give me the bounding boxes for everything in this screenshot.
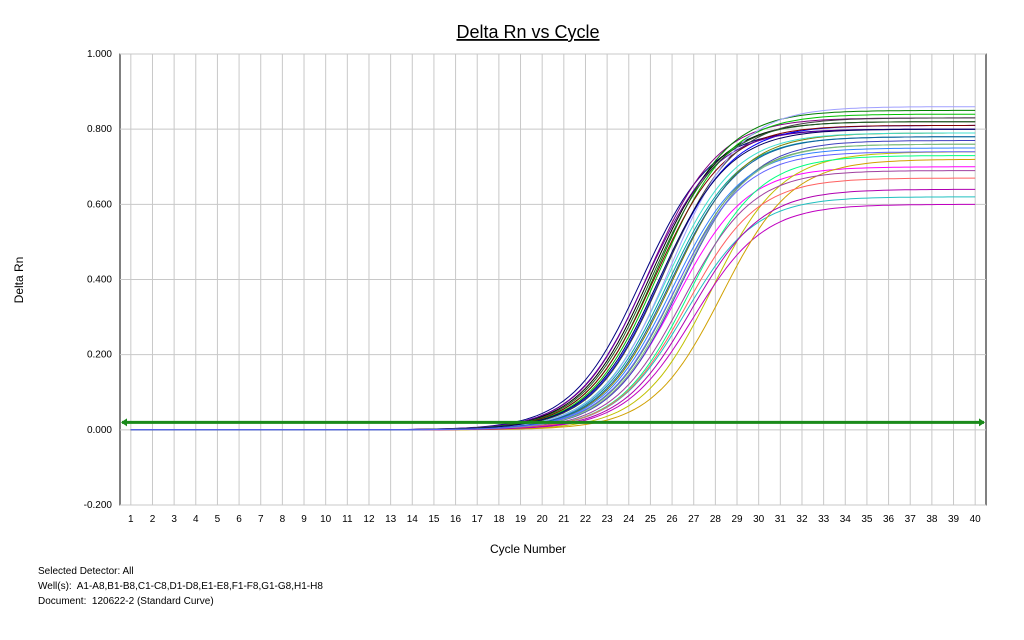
x-tick-label: 4: [193, 514, 199, 525]
x-tick-label: 27: [688, 514, 700, 525]
x-tick-label: 25: [645, 514, 657, 525]
threshold-line[interactable]: [121, 418, 985, 427]
x-tick-label: 29: [731, 514, 743, 525]
x-tick-label: 21: [558, 514, 570, 525]
x-tick-label: 24: [623, 514, 635, 525]
x-axis-label: Cycle Number: [490, 542, 566, 556]
x-tick-label: 34: [840, 514, 852, 525]
x-tick-label: 30: [753, 514, 765, 525]
x-tick-label: 3: [171, 514, 177, 525]
x-tick-label: 39: [948, 514, 960, 525]
x-tick-label: 23: [602, 514, 614, 525]
x-tick-label: 1: [128, 514, 134, 525]
wells-text: Well(s): A1-A8,B1-B8,C1-C8,D1-D8,E1-E8,F…: [38, 581, 323, 592]
y-tick-label: 0.400: [87, 275, 112, 286]
x-tick-label: 19: [515, 514, 527, 525]
x-tick-label: 36: [883, 514, 895, 525]
y-axis-label: Delta Rn: [12, 257, 26, 304]
x-tick-label: 31: [775, 514, 787, 525]
y-tick-label: 1.000: [87, 49, 112, 60]
y-tick-label: 0.600: [87, 199, 112, 210]
x-tick-label: 8: [280, 514, 286, 525]
threshold-right-arrow-icon[interactable]: [979, 418, 985, 427]
x-tick-label: 26: [667, 514, 679, 525]
y-tick-label: -0.200: [84, 500, 113, 511]
info-block: Selected Detector: All Well(s): A1-A8,B1…: [38, 564, 323, 609]
y-tick-label: 0.000: [87, 425, 112, 436]
x-tick-label: 28: [710, 514, 722, 525]
x-tick-label: 18: [493, 514, 505, 525]
x-tick-label: 33: [818, 514, 830, 525]
x-tick-label: 17: [472, 514, 484, 525]
x-tick-label: 32: [796, 514, 808, 525]
x-tick-label: 10: [320, 514, 332, 525]
x-tick-label: 37: [905, 514, 917, 525]
selected-detector-text: Selected Detector: All: [38, 566, 134, 577]
x-tick-label: 12: [363, 514, 375, 525]
x-tick-label: 13: [385, 514, 397, 525]
x-tick-label: 38: [926, 514, 938, 525]
x-tick-label: 40: [970, 514, 982, 525]
chart-title: Delta Rn vs Cycle: [456, 22, 599, 42]
x-tick-label: 11: [342, 514, 353, 525]
x-tick-label: 35: [861, 514, 873, 525]
x-tick-label: 9: [301, 514, 307, 525]
x-tick-label: 6: [236, 514, 242, 525]
x-axis-ticks: 1 2 3 4 5 6 7 8 9 10 11 12 13 14 15 16 17 18 19 20 21 22 23 24 2…: [128, 514, 981, 525]
x-tick-label: 7: [258, 514, 264, 525]
x-tick-label: 2: [150, 514, 156, 525]
y-tick-label: 0.200: [87, 350, 112, 361]
x-tick-label: 22: [580, 514, 592, 525]
y-tick-label: 0.800: [87, 124, 112, 135]
x-tick-label: 5: [215, 514, 221, 525]
x-tick-label: 20: [537, 514, 549, 525]
x-tick-label: 15: [428, 514, 440, 525]
x-tick-label: 14: [407, 514, 419, 525]
threshold-left-arrow-icon[interactable]: [121, 418, 127, 427]
amplification-curves: [130, 106, 976, 431]
y-axis-ticks: -0.200 0.000 0.200 0.400 0.600 0.800 1.000: [84, 49, 113, 511]
document-text: Document: 120622-2 (Standard Curve): [38, 596, 214, 607]
x-tick-label: 16: [450, 514, 462, 525]
